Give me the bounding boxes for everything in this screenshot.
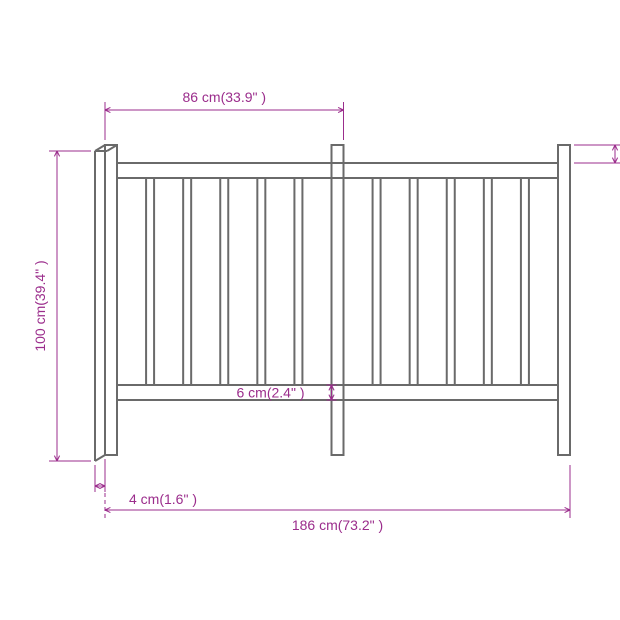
dim-top-width: 86 cm(33.9" ) <box>182 89 266 105</box>
dim-rail-bottom: 6 cm(2.4" ) <box>237 385 305 401</box>
dim-depth: 4 cm(1.6" ) <box>129 491 197 507</box>
dim-height-left: 100 cm(39.4" ) <box>32 260 48 351</box>
dim-width-bottom: 186 cm(73.2" ) <box>292 517 383 533</box>
headboard-drawing <box>95 145 570 461</box>
